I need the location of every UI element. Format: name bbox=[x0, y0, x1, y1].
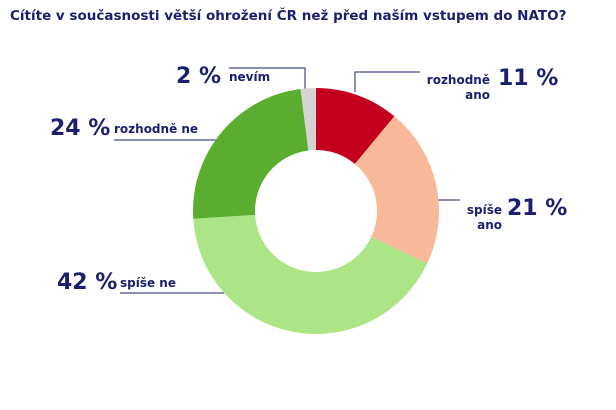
category-label: rozhodně ano bbox=[426, 73, 490, 102]
category-label: spíše ne bbox=[120, 276, 176, 290]
value-label: 2 % bbox=[176, 64, 222, 89]
leader-line bbox=[229, 67, 306, 89]
value-label: 42 % bbox=[57, 270, 118, 295]
donut-segment bbox=[193, 214, 428, 334]
value-label: 21 % bbox=[507, 196, 568, 221]
value-label: 24 % bbox=[50, 116, 111, 141]
donut-segment bbox=[354, 116, 439, 264]
donut-segment bbox=[300, 88, 316, 151]
category-label: nevím bbox=[229, 70, 271, 84]
category-label: rozhodně ne bbox=[114, 122, 199, 136]
category-label: spíše ano bbox=[466, 203, 502, 232]
chart-title: Cítíte v současnosti větší ohrožení ČR n… bbox=[10, 8, 567, 24]
donut-segment bbox=[193, 88, 309, 219]
donut-segment bbox=[316, 88, 395, 164]
value-label: 11 % bbox=[498, 66, 559, 91]
leader-line bbox=[354, 71, 420, 92]
